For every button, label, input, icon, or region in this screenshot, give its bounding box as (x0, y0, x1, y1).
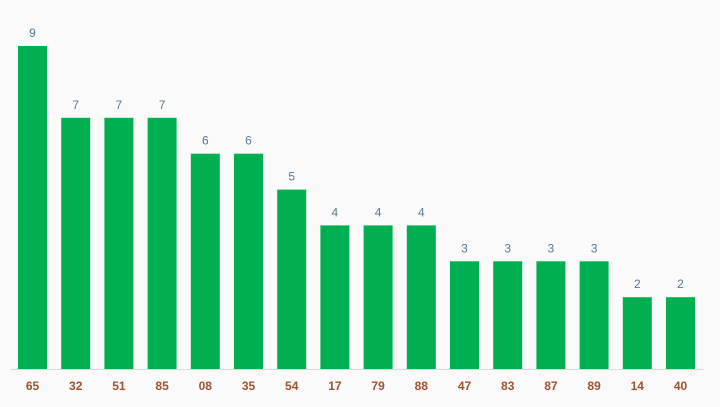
category-label: 51 (112, 379, 126, 393)
bar-54 (277, 189, 307, 369)
bar-14 (622, 297, 652, 369)
bar-value-label: 5 (288, 170, 295, 184)
bar-51 (104, 117, 134, 369)
category-label: 54 (285, 379, 299, 393)
value-labels-group: 9 7 7 7 6 6 5 4 4 4 3 3 3 3 2 2 (29, 26, 684, 291)
category-labels-group: 65 32 51 85 08 35 54 17 79 88 47 83 87 89 14 40 (26, 379, 688, 393)
bar-value-label: 4 (418, 205, 425, 219)
bar-value-label: 7 (116, 98, 123, 112)
bar-79 (363, 225, 393, 369)
bar-value-label: 2 (677, 277, 684, 291)
bar-89 (579, 261, 609, 369)
bar-85 (147, 117, 177, 369)
category-label: 85 (155, 379, 169, 393)
bar-88 (406, 225, 436, 369)
bar-value-label: 4 (332, 205, 339, 219)
bar-value-label: 2 (634, 277, 641, 291)
bar-87 (536, 261, 566, 369)
bar-value-label: 7 (159, 98, 166, 112)
bar-value-label: 3 (591, 241, 598, 255)
category-label: 79 (371, 379, 385, 393)
bar-value-label: 9 (29, 26, 36, 40)
bar-value-label: 7 (72, 98, 79, 112)
category-label: 87 (544, 379, 558, 393)
bar-35 (234, 153, 263, 369)
bar-value-label: 3 (548, 241, 555, 255)
category-label: 47 (458, 379, 472, 393)
bar-17 (320, 225, 350, 369)
category-label: 35 (242, 379, 256, 393)
bar-value-label: 3 (504, 241, 511, 255)
category-label: 08 (199, 379, 213, 393)
bar-83 (493, 261, 523, 369)
bar-08 (190, 153, 220, 369)
bar-47 (450, 261, 479, 369)
bar-value-label: 4 (375, 205, 382, 219)
category-label: 14 (631, 379, 645, 393)
bar-value-label: 3 (461, 241, 468, 255)
category-label: 88 (415, 379, 429, 393)
category-label: 17 (328, 379, 342, 393)
category-label: 83 (501, 379, 515, 393)
bar-value-label: 6 (245, 134, 252, 148)
bar-40 (666, 297, 695, 369)
bar-65 (18, 46, 47, 369)
category-label: 40 (674, 379, 688, 393)
category-label: 32 (69, 379, 83, 393)
bars-group (18, 46, 695, 369)
category-label: 65 (26, 379, 40, 393)
bar-32 (61, 117, 91, 369)
category-label: 89 (587, 379, 601, 393)
bar-value-label: 6 (202, 134, 209, 148)
